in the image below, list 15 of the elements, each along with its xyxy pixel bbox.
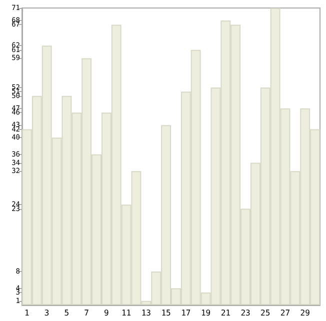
x-tick-label: 9 bbox=[104, 308, 110, 318]
x-tick-label: 23 bbox=[240, 308, 250, 318]
x-tick-label: 15 bbox=[161, 308, 172, 318]
x-tick-label: 25 bbox=[260, 308, 270, 318]
x-tick-label: 1 bbox=[24, 308, 30, 318]
x-tick-label: 3 bbox=[44, 308, 50, 318]
x-tick-label: 27 bbox=[280, 308, 290, 318]
x-tick-label: 13 bbox=[141, 308, 152, 318]
x-tick-label: 5 bbox=[64, 308, 70, 318]
x-tick-label: 19 bbox=[200, 308, 211, 318]
x-tick-label: 7 bbox=[84, 308, 90, 318]
x-tick-label: 21 bbox=[220, 308, 231, 318]
x-tick-label: 17 bbox=[181, 308, 191, 318]
x-tick-label: 29 bbox=[300, 308, 310, 318]
x-tick-label: 11 bbox=[121, 308, 132, 318]
